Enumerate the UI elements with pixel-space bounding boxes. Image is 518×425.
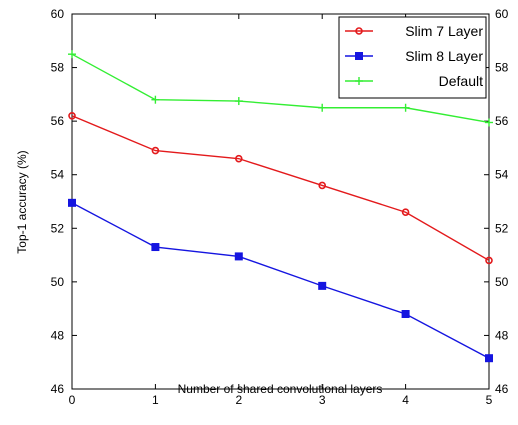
right-y-tick-label: 54 xyxy=(495,168,509,182)
data-point xyxy=(234,252,243,261)
data-point xyxy=(401,310,410,318)
data-point xyxy=(318,103,327,112)
data-point xyxy=(318,281,327,290)
legend-label: Slim 8 Layer xyxy=(405,48,483,64)
x-tick-label: 4 xyxy=(402,393,409,407)
right-y-tick-label: 50 xyxy=(495,275,509,289)
legend-entry: Default xyxy=(345,73,483,89)
series-line xyxy=(71,53,490,124)
right-y-tick-label: 52 xyxy=(495,221,509,235)
legend-label: Default xyxy=(439,73,483,89)
right-y-tick-label: 46 xyxy=(495,382,509,396)
y-tick-label: 50 xyxy=(51,275,65,289)
x-tick-label: 5 xyxy=(486,393,493,407)
right-y-tick-label: 48 xyxy=(495,328,509,342)
left-y-axis: 46 48 50 52 54 56 58 60 xyxy=(51,7,77,396)
y-tick-label: 48 xyxy=(51,328,65,342)
series-layer xyxy=(68,50,493,363)
right-y-axis: 46 48 50 52 54 56 58 60 xyxy=(484,7,509,396)
data-point xyxy=(235,154,243,163)
data-point xyxy=(234,97,243,106)
legend-entry: Slim 7 Layer xyxy=(345,23,483,39)
x-tick-label: 3 xyxy=(319,393,326,407)
series-slim-7-layer xyxy=(68,111,493,265)
data-point xyxy=(151,146,160,155)
data-point xyxy=(68,50,76,59)
y-tick-label: 52 xyxy=(51,221,65,235)
data-point xyxy=(485,118,493,127)
data-point xyxy=(68,111,76,120)
x-tick-label: 0 xyxy=(69,393,76,407)
legend-swatch-marker xyxy=(355,27,363,35)
y-tick-label: 54 xyxy=(51,168,65,182)
right-y-tick-label: 58 xyxy=(495,61,509,75)
series-default xyxy=(68,50,493,127)
y-tick-label: 60 xyxy=(51,7,65,21)
right-y-tick-label: 60 xyxy=(495,7,509,21)
data-point xyxy=(401,103,410,112)
y-tick-label: 56 xyxy=(51,114,65,128)
legend-swatch-marker xyxy=(355,77,363,85)
series-slim-8-layer xyxy=(68,198,493,363)
y-tick-label: 58 xyxy=(51,61,65,75)
data-point xyxy=(151,243,160,252)
x-tick-label: 2 xyxy=(235,393,242,407)
data-point xyxy=(485,354,493,363)
legend-swatch-marker xyxy=(355,52,363,60)
series-line xyxy=(71,115,490,262)
legend-entry: Slim 8 Layer xyxy=(345,48,483,64)
x-axis-label: Number of shared convolutional layers xyxy=(178,382,383,396)
data-point xyxy=(485,256,493,265)
data-point xyxy=(68,198,76,207)
series-line xyxy=(71,202,490,359)
data-point xyxy=(401,208,410,217)
y-tick-label: 46 xyxy=(51,382,65,396)
data-point xyxy=(318,181,327,190)
right-y-tick-label: 56 xyxy=(495,114,509,128)
x-axis: 0 1 2 3 4 5 xyxy=(69,14,493,407)
data-point xyxy=(151,95,160,104)
legend: Slim 7 Layer Slim 8 Layer Default xyxy=(338,16,487,99)
y-axis-label: Top-1 accuracy (%) xyxy=(15,150,29,253)
x-tick-label: 1 xyxy=(152,393,159,407)
legend-label: Slim 7 Layer xyxy=(405,23,483,39)
